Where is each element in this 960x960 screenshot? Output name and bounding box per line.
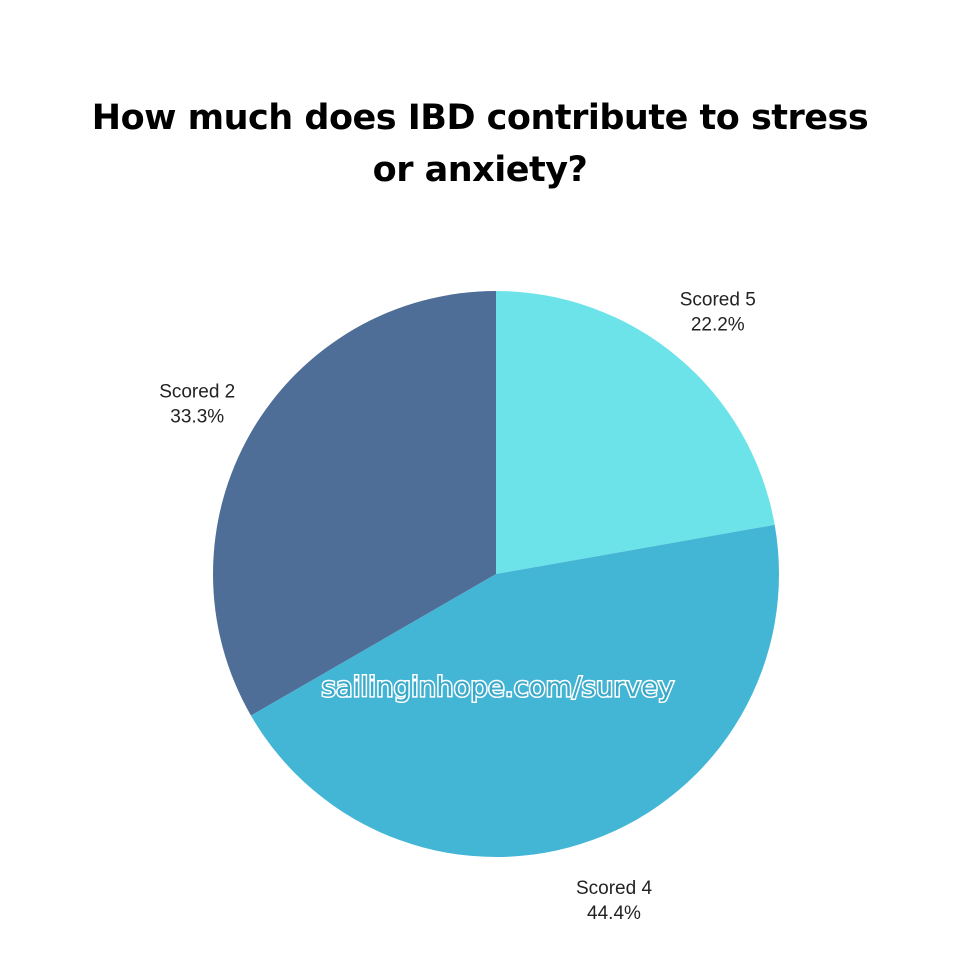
slice-label-value: 22.2%	[691, 315, 745, 336]
slice-label-value: 44.4%	[587, 903, 641, 924]
pie-labels: Scored 5 22.2% Scored 4 44.4% Scored 2 33.3%	[159, 290, 756, 924]
chart-title: How much does IBD contribute to stress o…	[91, 98, 869, 190]
pie-slice-scored-4	[250, 524, 780, 857]
slice-label-name: Scored 5	[680, 290, 756, 311]
slice-label-name: Scored 2	[159, 382, 235, 403]
pie-slice-scored-2	[213, 291, 496, 716]
pie-slice-scored-5	[496, 291, 775, 574]
slice-label-value: 33.3%	[170, 407, 224, 428]
slice-label-name: Scored 4	[576, 878, 652, 899]
watermark-text: sailinginhope.com/survey	[322, 672, 675, 703]
pie-slices	[213, 291, 780, 857]
